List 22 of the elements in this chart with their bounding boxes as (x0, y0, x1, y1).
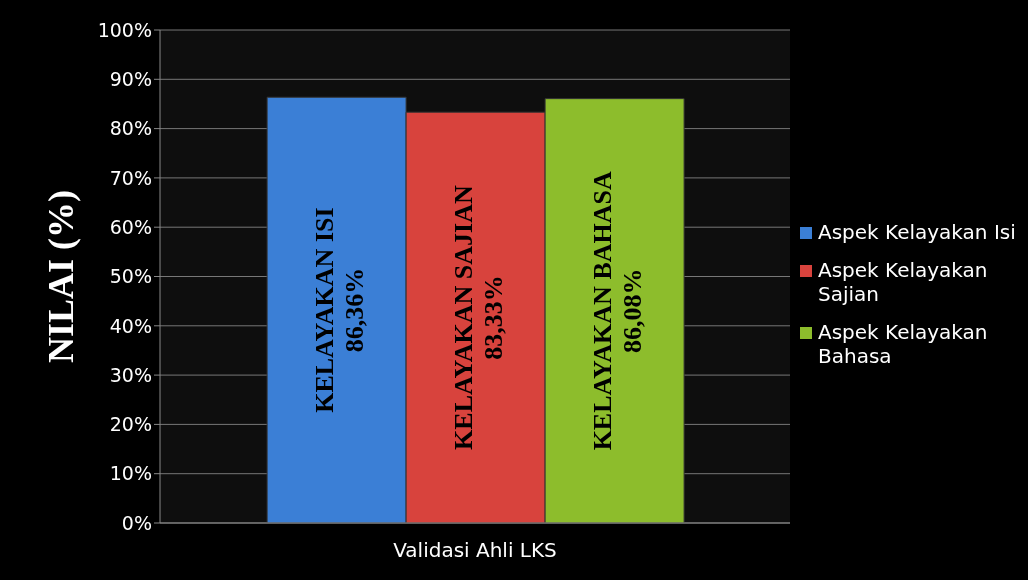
x-tick-label: Validasi Ahli LKS (393, 538, 557, 563)
y-tick-label: 50% (109, 265, 152, 288)
y-tick-label: 40% (109, 314, 152, 337)
annotation: KELAYAKAN ISI (309, 207, 339, 413)
annotation: KELAYAKAN SAJIAN (448, 185, 478, 450)
y-tick-label: 100% (97, 18, 152, 41)
legend-label: Aspek Kelayakan Isi (818, 220, 1016, 244)
annotation: KELAYAKAN BAHASA (587, 171, 617, 451)
data-label: 86,36% (339, 267, 369, 353)
y-tick-label: 90% (109, 68, 152, 91)
y-tick-label: 0% (121, 511, 152, 534)
y-tick-label: 10% (109, 462, 152, 485)
y-tick-label: 80% (109, 117, 152, 140)
y-tick-label: 70% (109, 166, 152, 189)
y-axis-title: NILAI (%) (40, 189, 81, 364)
legend-label: Aspek Kelayakan Sajian (818, 258, 989, 306)
y-tick-label: 60% (109, 215, 152, 238)
data-label: 83,33% (478, 275, 508, 360)
legend-label: Aspek Kelayakan Bahasa (818, 320, 989, 368)
data-label: 86,08% (617, 268, 647, 354)
y-tick-label: 20% (109, 413, 152, 436)
y-tick-label: 30% (109, 363, 152, 386)
